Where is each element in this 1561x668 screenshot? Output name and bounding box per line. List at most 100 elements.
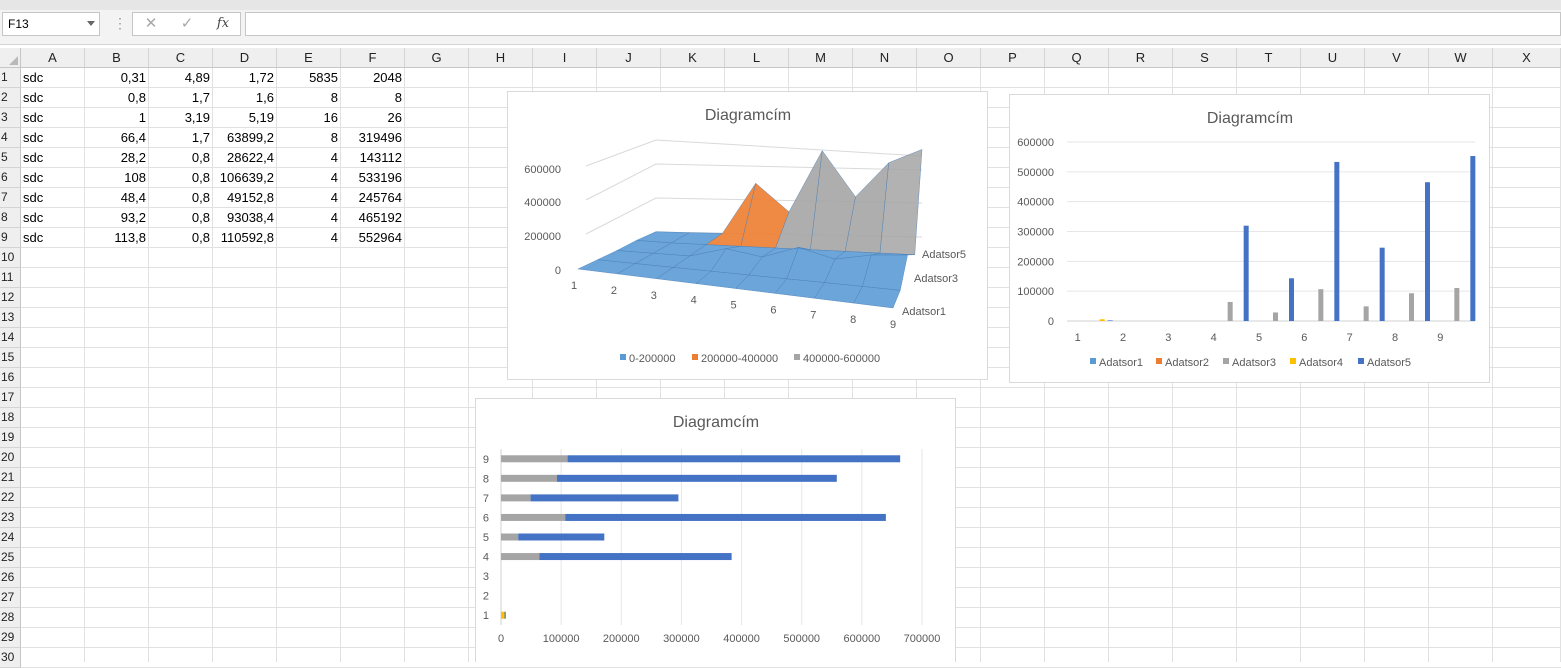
name-box-dropdown-icon[interactable] (87, 21, 95, 26)
cell[interactable]: 0,31 (85, 68, 148, 88)
row-header[interactable]: 5 (0, 148, 21, 168)
cell[interactable]: sdc (21, 208, 84, 228)
cell[interactable]: 1 (85, 108, 148, 128)
cell[interactable]: 5,19 (213, 108, 276, 128)
cell[interactable]: 319496 (341, 128, 404, 148)
row-header[interactable]: 22 (0, 488, 21, 508)
cell[interactable]: 49152,8 (213, 188, 276, 208)
column-header[interactable]: E (277, 48, 341, 68)
row-header[interactable]: 28 (0, 608, 21, 628)
column-header[interactable]: G (405, 48, 469, 68)
cell[interactable]: 3,19 (149, 108, 212, 128)
cell[interactable]: 1,7 (149, 128, 212, 148)
column-header[interactable]: J (597, 48, 661, 68)
row-header[interactable]: 6 (0, 168, 21, 188)
row-header[interactable]: 4 (0, 128, 21, 148)
row-header[interactable]: 21 (0, 468, 21, 488)
cell[interactable]: 16 (277, 108, 340, 128)
cell[interactable]: 93038,4 (213, 208, 276, 228)
column-header[interactable]: O (917, 48, 981, 68)
cell[interactable]: 0,8 (149, 208, 212, 228)
row-header[interactable]: 26 (0, 568, 21, 588)
cell[interactable]: 106639,2 (213, 168, 276, 188)
cell[interactable]: sdc (21, 68, 84, 88)
cell[interactable]: 0,8 (85, 88, 148, 108)
row-header[interactable]: 27 (0, 588, 21, 608)
row-header[interactable]: 10 (0, 248, 21, 268)
column-header[interactable]: I (533, 48, 597, 68)
column-header[interactable]: K (661, 48, 725, 68)
cell[interactable]: 66,4 (85, 128, 148, 148)
cell[interactable]: 0,8 (149, 168, 212, 188)
cell[interactable]: 4,89 (149, 68, 212, 88)
cell[interactable]: sdc (21, 128, 84, 148)
row-header[interactable]: 25 (0, 548, 21, 568)
cell[interactable]: 8 (277, 128, 340, 148)
cell[interactable]: 533196 (341, 168, 404, 188)
column-header[interactable]: H (469, 48, 533, 68)
row-header[interactable]: 11 (0, 268, 21, 288)
row-header[interactable]: 9 (0, 228, 21, 248)
cell[interactable]: 1,72 (213, 68, 276, 88)
column-header[interactable]: Q (1045, 48, 1109, 68)
row-header[interactable]: 19 (0, 428, 21, 448)
row-header[interactable]: 8 (0, 208, 21, 228)
row-header[interactable]: 7 (0, 188, 21, 208)
column-header[interactable]: C (149, 48, 213, 68)
name-box[interactable]: F13 (2, 12, 100, 36)
row-header[interactable]: 1 (0, 68, 21, 88)
cancel-icon[interactable]: ✕ (141, 15, 161, 33)
column-header[interactable]: A (21, 48, 85, 68)
column-header[interactable]: T (1237, 48, 1301, 68)
column-header[interactable]: U (1301, 48, 1365, 68)
cell[interactable]: 0,8 (149, 188, 212, 208)
column-header[interactable]: L (725, 48, 789, 68)
cell[interactable]: sdc (21, 148, 84, 168)
cell[interactable]: 245764 (341, 188, 404, 208)
cell[interactable]: sdc (21, 168, 84, 188)
cell[interactable]: 4 (277, 188, 340, 208)
cell[interactable]: sdc (21, 108, 84, 128)
cell[interactable]: 4 (277, 168, 340, 188)
column-header[interactable]: R (1109, 48, 1173, 68)
row-header[interactable]: 3 (0, 108, 21, 128)
cell[interactable]: 0,8 (149, 148, 212, 168)
column-header[interactable]: V (1365, 48, 1429, 68)
column-header[interactable]: X (1493, 48, 1561, 68)
cell[interactable]: 1,6 (213, 88, 276, 108)
row-header[interactable]: 14 (0, 328, 21, 348)
cell[interactable]: 552964 (341, 228, 404, 248)
column-header[interactable]: B (85, 48, 149, 68)
row-header[interactable]: 16 (0, 368, 21, 388)
row-header[interactable]: 24 (0, 528, 21, 548)
cell[interactable]: 63899,2 (213, 128, 276, 148)
enter-icon[interactable]: ✓ (177, 15, 197, 33)
cell[interactable]: 108 (85, 168, 148, 188)
cell[interactable]: 5835 (277, 68, 340, 88)
column-header[interactable]: F (341, 48, 405, 68)
cell[interactable]: 4 (277, 148, 340, 168)
column-header[interactable]: W (1429, 48, 1493, 68)
column-header[interactable]: S (1173, 48, 1237, 68)
cell[interactable]: 8 (341, 88, 404, 108)
row-header[interactable]: 15 (0, 348, 21, 368)
cell[interactable]: 465192 (341, 208, 404, 228)
row-header[interactable]: 30 (0, 648, 21, 668)
row-header[interactable]: 13 (0, 308, 21, 328)
cell[interactable]: 113,8 (85, 228, 148, 248)
formula-bar-grip-icon[interactable]: ⋮ (113, 16, 127, 30)
cell[interactable]: 4 (277, 208, 340, 228)
cell[interactable]: 1,7 (149, 88, 212, 108)
row-header[interactable]: 2 (0, 88, 21, 108)
column-header[interactable]: N (853, 48, 917, 68)
select-all-corner[interactable] (0, 48, 21, 68)
cell[interactable]: 93,2 (85, 208, 148, 228)
cell[interactable]: 110592,8 (213, 228, 276, 248)
cell[interactable]: 26 (341, 108, 404, 128)
insert-function-button[interactable]: fx (213, 15, 233, 33)
column-header[interactable]: D (213, 48, 277, 68)
cell[interactable]: 48,4 (85, 188, 148, 208)
